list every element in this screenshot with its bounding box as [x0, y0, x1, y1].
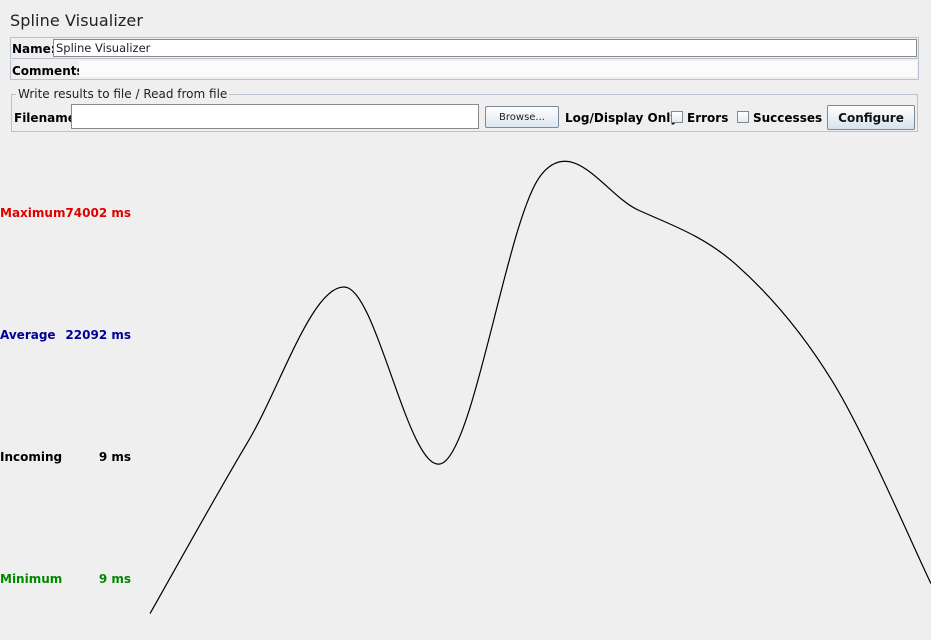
errors-label[interactable]: Errors — [687, 111, 729, 125]
comments-row: Comments: — [10, 60, 919, 80]
file-panel-legend: Write results to file / Read from file — [16, 87, 230, 101]
successes-checkbox[interactable] — [737, 111, 749, 123]
filename-input[interactable] — [71, 104, 479, 129]
browse-button[interactable]: Browse... — [485, 106, 559, 128]
configure-button[interactable]: Configure — [827, 105, 915, 130]
successes-label[interactable]: Successes — [753, 111, 823, 125]
filename-label: Filename — [14, 111, 76, 125]
maximum-value: 74002 ms — [65, 206, 131, 220]
incoming-value: 9 ms — [98, 450, 131, 464]
log-display-only-label: Log/Display Only: — [565, 111, 683, 125]
file-panel — [11, 94, 918, 132]
name-row: Name: — [10, 37, 919, 59]
name-label: Name: — [12, 42, 56, 56]
name-input[interactable] — [53, 39, 917, 57]
average-label: Average — [0, 328, 56, 342]
minimum-label: Minimum — [0, 572, 63, 586]
comments-label: Comments: — [12, 64, 89, 78]
window-title: Spline Visualizer — [10, 11, 144, 30]
average-value: 22092 ms — [65, 328, 131, 342]
minimum-value: 9 ms — [98, 572, 131, 586]
incoming-label: Incoming — [0, 450, 63, 464]
spline-line — [149, 160, 931, 614]
comments-textarea[interactable] — [79, 61, 917, 77]
maximum-label: Maximum — [0, 206, 66, 220]
errors-checkbox[interactable] — [671, 111, 683, 123]
